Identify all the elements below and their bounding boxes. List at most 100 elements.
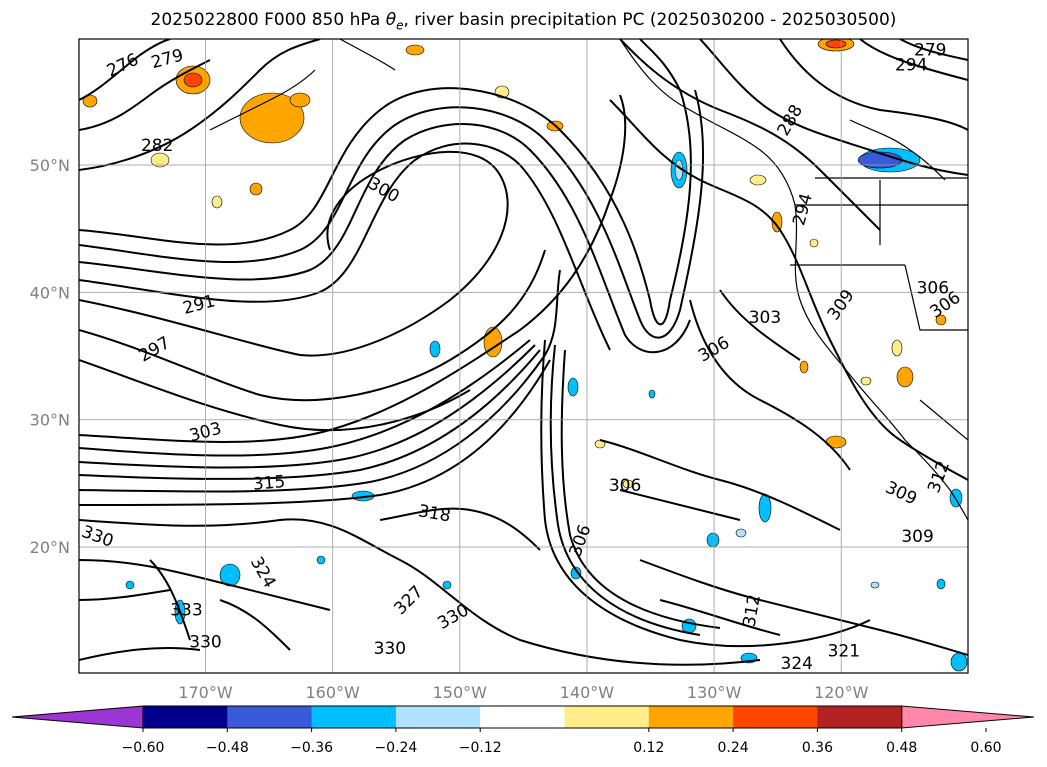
precip-patch — [289, 92, 311, 108]
plot-area — [79, 39, 968, 672]
contour-label: 294 — [789, 191, 817, 228]
theta-e-contour — [79, 559, 331, 611]
colorbar-segment — [395, 706, 481, 728]
theta-e-contour — [599, 439, 841, 531]
contour-label: 309 — [901, 527, 933, 547]
theta-e-contour — [779, 39, 968, 131]
theta-e-contour — [689, 299, 851, 471]
contour-label: 321 — [828, 641, 860, 661]
colorbar-segment — [648, 706, 734, 728]
contour-label: 324 — [246, 553, 280, 591]
theta-e-contour — [859, 39, 968, 81]
colorbar-tick-label: −0.24 — [374, 740, 417, 756]
theta-e-contours — [79, 39, 968, 666]
theta-e-contour — [79, 142, 611, 351]
contour-label: 324 — [781, 654, 813, 674]
theta-e-contour — [79, 589, 171, 601]
x-tick-label: 170°W — [178, 683, 233, 702]
x-tick-label: 130°W — [687, 683, 742, 702]
coastline — [849, 119, 946, 181]
colorbar-segment — [733, 706, 818, 728]
theta-e-contour — [619, 489, 741, 521]
coastline — [619, 39, 968, 521]
theta-e-contour — [79, 339, 531, 457]
theta-e-contour — [79, 359, 471, 432]
precip-patch — [405, 44, 425, 56]
colorbar-tick-label: −0.60 — [122, 740, 165, 756]
contour-label: 288 — [774, 101, 808, 139]
chart-title: 2025022800 F000 850 hPa θe, river basin … — [150, 10, 897, 33]
x-tick-label: 120°W — [814, 683, 869, 702]
precip-patch — [857, 151, 903, 169]
theta-e-contour — [79, 349, 541, 480]
colorbar-frame — [142, 705, 903, 729]
colorbar-tick-label: 0.48 — [886, 740, 917, 756]
colorbar-tick-label: 0.36 — [802, 740, 833, 756]
contour-label: 294 — [895, 56, 927, 76]
y-tick-label: 30°N — [30, 411, 70, 430]
theta-e-contour — [79, 39, 321, 171]
colorbar-segment — [311, 706, 397, 728]
precip-patch — [825, 39, 847, 49]
theta-e-contour — [79, 647, 201, 661]
precip-patch — [771, 211, 783, 233]
y-tick-label: 50°N — [30, 156, 70, 175]
coastline — [339, 39, 396, 71]
contour-label: 330 — [189, 633, 221, 653]
theta-e-contour — [79, 249, 546, 402]
theta-e-contour — [79, 269, 561, 493]
theta-e-contour — [699, 39, 968, 176]
plot-frame — [78, 38, 969, 674]
theta-e-contour — [79, 150, 509, 357]
contour-label: 333 — [170, 601, 202, 621]
precip-patch — [936, 578, 946, 590]
precip-patch — [799, 360, 809, 374]
colorbar-extend-min — [11, 705, 144, 729]
precip-patch — [429, 340, 441, 358]
precip-patch — [316, 555, 326, 565]
theta-e-contour — [149, 559, 191, 641]
precip-patch — [249, 182, 263, 196]
colorbar-extend-max — [901, 705, 1035, 729]
contour-label: 309 — [824, 286, 859, 324]
theta-e-contour — [79, 89, 705, 339]
colorbar-tick-label: −0.48 — [206, 740, 249, 756]
precip-patch — [735, 528, 747, 538]
precip-patch — [809, 238, 819, 248]
colorbar-segment — [564, 706, 650, 728]
theta-e-contour — [609, 99, 968, 481]
theta-e-contour — [79, 59, 211, 131]
precip-patch — [749, 174, 767, 186]
x-tick-label: 150°W — [433, 683, 488, 702]
colorbar-segment — [227, 706, 313, 728]
colorbar-segment — [817, 706, 903, 728]
colorbar: −0.60 −0.48 −0.36 −0.24 −0.12 0.12 0.24 0.36 0.4… — [11, 705, 1035, 756]
precip-patch — [567, 377, 579, 397]
contour-label: 318 — [417, 501, 452, 526]
contour-labels: 276 2792822883002912973033153063033063063… — [79, 40, 965, 674]
precip-shading — [82, 39, 968, 672]
precip-patch — [706, 532, 720, 548]
contour-label: 330 — [434, 600, 472, 634]
precip-patch — [935, 314, 947, 326]
contour-label: 306 — [566, 522, 596, 559]
theta-e-contour — [79, 94, 627, 443]
precip-patch — [950, 652, 968, 672]
theta-e-contour — [79, 518, 761, 666]
colorbar-segment — [480, 706, 565, 728]
precip-patch — [82, 94, 98, 108]
y-tick-label: 40°N — [30, 283, 70, 302]
precip-patch — [125, 580, 135, 590]
theta-e-contour — [639, 559, 968, 656]
theta-e-contour — [79, 344, 536, 469]
contour-label: 312 — [740, 593, 765, 628]
contour-label: 315 — [252, 472, 286, 495]
precip-patch — [622, 479, 634, 489]
precip-patch — [891, 339, 903, 357]
precip-patch — [758, 493, 772, 523]
contour-label: 279 — [149, 45, 186, 73]
theta-e-contour — [219, 599, 291, 651]
colorbar-tick-label: 0.24 — [718, 740, 749, 756]
precip-patch — [870, 581, 880, 589]
contour-label: 276 — [104, 50, 142, 82]
